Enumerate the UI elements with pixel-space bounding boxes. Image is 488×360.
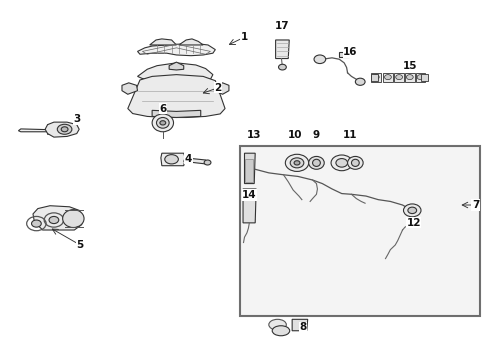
Ellipse shape [312,159,320,166]
Text: 13: 13 [246,130,261,140]
Polygon shape [339,52,348,58]
Ellipse shape [272,326,289,336]
Text: 8: 8 [299,322,306,332]
Polygon shape [19,129,50,132]
Polygon shape [137,63,212,81]
Ellipse shape [61,127,68,132]
Polygon shape [33,206,83,230]
Text: 4: 4 [184,154,192,163]
Text: 2: 2 [214,83,221,93]
Polygon shape [137,44,215,56]
Polygon shape [47,125,57,134]
Polygon shape [214,83,228,94]
Text: 12: 12 [406,218,420,228]
Ellipse shape [62,210,84,228]
Ellipse shape [372,75,378,80]
Ellipse shape [57,124,72,134]
Ellipse shape [330,155,352,171]
Polygon shape [179,39,203,45]
Polygon shape [45,122,79,137]
Ellipse shape [293,161,299,165]
Text: 11: 11 [343,130,357,140]
Text: 9: 9 [312,130,319,140]
Bar [239,146,479,316]
Ellipse shape [289,158,303,168]
Polygon shape [291,319,307,331]
Polygon shape [152,111,201,117]
Polygon shape [393,73,403,82]
Ellipse shape [268,319,286,330]
Polygon shape [243,189,256,223]
Ellipse shape [351,159,359,166]
Polygon shape [183,158,207,164]
Ellipse shape [335,158,347,167]
Text: 17: 17 [275,21,289,31]
Ellipse shape [416,75,423,80]
Polygon shape [415,73,425,82]
Ellipse shape [395,75,402,80]
Text: 5: 5 [77,240,83,250]
Polygon shape [127,75,224,117]
Polygon shape [122,83,137,94]
Ellipse shape [160,121,165,125]
Ellipse shape [313,55,325,64]
Ellipse shape [278,64,286,70]
Text: 10: 10 [288,130,302,140]
Polygon shape [245,158,253,182]
Ellipse shape [347,157,363,169]
Ellipse shape [407,207,416,213]
Polygon shape [275,40,288,59]
Ellipse shape [355,78,365,85]
Ellipse shape [406,75,412,80]
Polygon shape [370,73,380,82]
Ellipse shape [203,160,210,165]
Ellipse shape [308,157,324,169]
Text: 7: 7 [471,200,478,210]
Polygon shape [404,73,414,82]
Polygon shape [420,74,427,81]
Text: 15: 15 [402,61,416,71]
Text: 14: 14 [242,190,256,200]
Ellipse shape [156,117,169,128]
Ellipse shape [285,154,308,171]
Ellipse shape [384,75,390,80]
Ellipse shape [403,204,420,217]
Ellipse shape [49,216,59,224]
Polygon shape [169,62,183,70]
Polygon shape [382,73,392,82]
Polygon shape [370,74,377,81]
Polygon shape [149,39,176,45]
Text: 6: 6 [159,104,166,113]
Ellipse shape [31,220,41,227]
Text: 16: 16 [343,47,357,57]
Ellipse shape [152,114,173,132]
Text: 3: 3 [73,114,80,124]
Text: 1: 1 [241,32,247,42]
Ellipse shape [164,155,178,164]
Polygon shape [244,153,255,184]
Polygon shape [161,153,185,166]
